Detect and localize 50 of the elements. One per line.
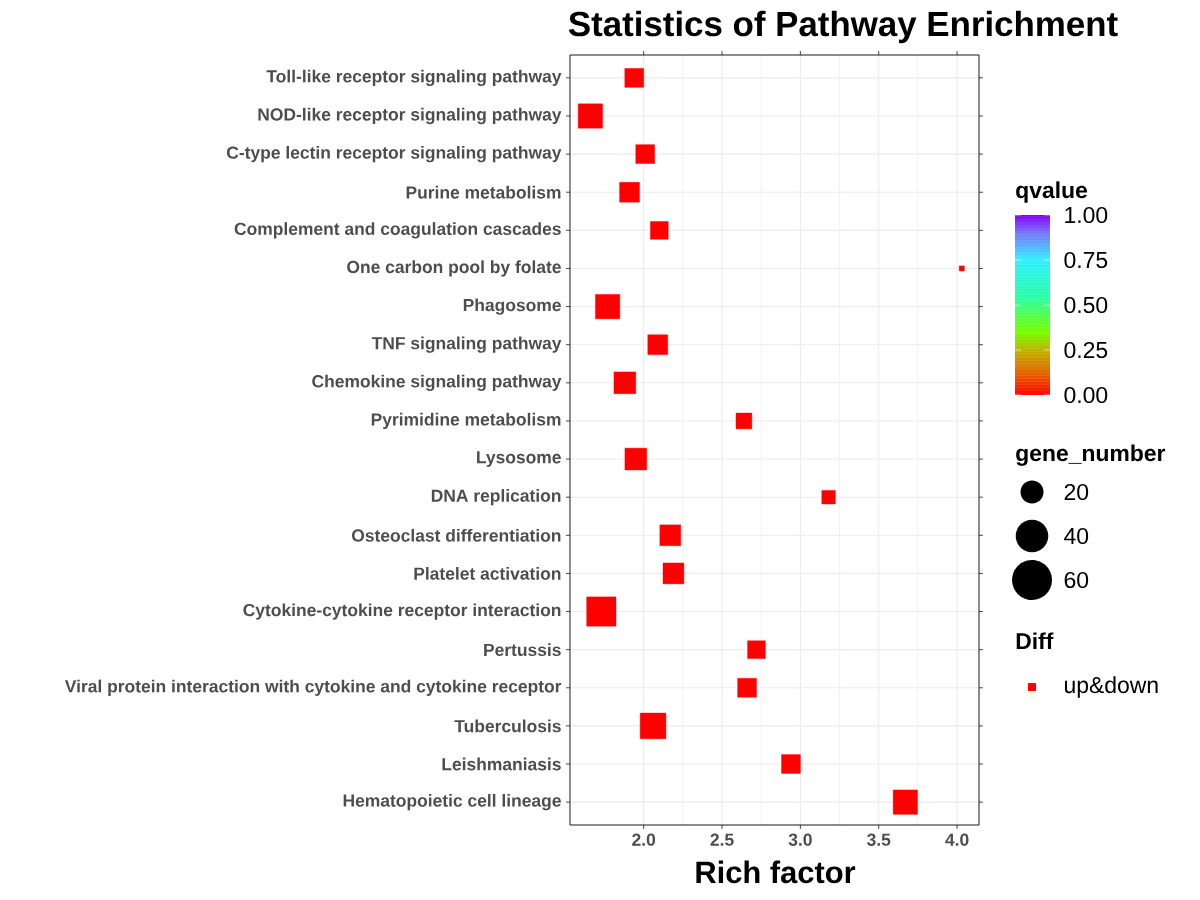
y-tick-label: Purine metabolism <box>406 185 561 199</box>
y-tick-label: DNA replication <box>431 489 561 506</box>
color-bar-label: 0.75 <box>1064 251 1108 269</box>
point <box>624 68 644 88</box>
color-bar-label: 0.25 <box>1064 341 1108 359</box>
color-bar-title: qvalue <box>1016 181 1088 203</box>
color-bar-label: 0.50 <box>1064 296 1108 314</box>
point <box>650 221 669 240</box>
y-tick-label: Osteoclast differentiation <box>351 528 561 542</box>
x-tick-label: 4.0 <box>945 833 969 846</box>
point <box>662 562 685 585</box>
y-tick-label: Cytokine-cytokine receptor interaction <box>243 603 561 620</box>
y-tick-label: Complement and coagulation cascades <box>234 222 561 239</box>
y-tick-label: Pertussis <box>484 643 561 657</box>
x-tick-label: 3.0 <box>788 833 812 846</box>
legend-label: 20 <box>1064 483 1089 501</box>
y-tick-label: TNF signaling pathway <box>371 336 562 353</box>
y-tick-label: Lysosome <box>477 451 561 467</box>
legend-label: 60 <box>1064 571 1089 589</box>
y-tick-label: Platelet activation <box>414 567 561 580</box>
point <box>619 182 640 203</box>
y-tick-label: Leishmaniasis <box>442 757 561 771</box>
x-tick-label: 2.5 <box>710 833 734 846</box>
point <box>737 678 757 698</box>
x-axis-title: Rich factor <box>696 860 856 884</box>
point <box>647 334 668 355</box>
y-tick-label: Toll-like receptor signaling pathway <box>266 69 562 87</box>
y-tick-label: Viral protein interaction with cytokine and cytokine receptor <box>64 679 562 696</box>
x-tick-label: 2.0 <box>632 833 656 846</box>
x-tick-label: 3.5 <box>867 833 891 846</box>
color-bar-label: 0.00 <box>1064 386 1108 404</box>
chart-title: Statistics of Pathway Enrichment <box>568 10 1118 44</box>
color-bar-label: 1.00 <box>1065 206 1108 224</box>
y-tick-label: One carbon pool by folate <box>347 260 561 277</box>
point <box>613 371 636 394</box>
y-tick-label: Phagosome <box>463 298 561 315</box>
y-tick-label: C-type lectin receptor signaling pathway <box>227 145 562 163</box>
y-tick-label: Tuberculosis <box>454 719 561 733</box>
point <box>659 524 681 546</box>
y-tick-label: Pyrimidine metabolism <box>371 412 561 430</box>
y-tick-label: Hematopoietic cell lineage <box>343 793 561 811</box>
text: gene_number <box>1016 444 1166 466</box>
legend-label: up&down <box>1065 676 1158 698</box>
legend-title: Diff <box>1016 632 1054 649</box>
y-tick-label: NOD-like receptor signaling pathway <box>258 107 562 125</box>
point <box>747 640 766 659</box>
y-tick-label: Chemokine signaling pathway <box>312 374 562 391</box>
legend-label: 40 <box>1064 527 1089 545</box>
point <box>635 144 655 164</box>
point <box>781 754 801 774</box>
